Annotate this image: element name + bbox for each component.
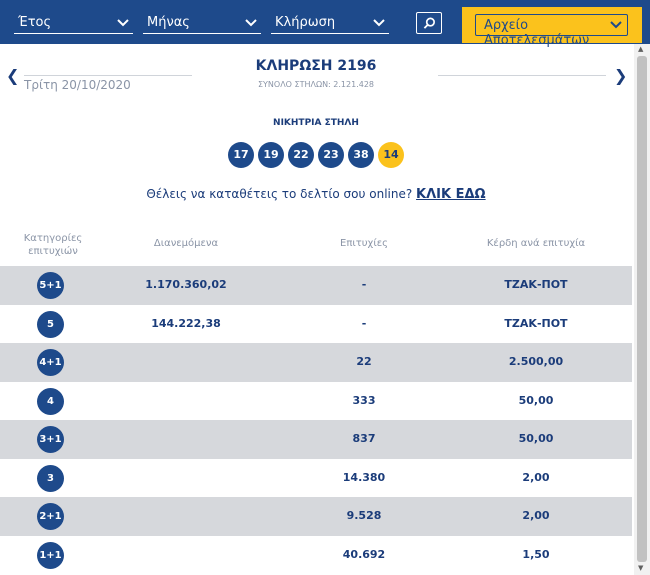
promo-text: Θέλεις να καταθέτεις το δελτίο σου onlin…	[0, 187, 632, 202]
scroll-down-arrow-icon[interactable]: ▼	[638, 564, 644, 572]
winning-number: 22	[288, 142, 314, 168]
prize-cell: ΤΖΑΚ-ΠΟΤ	[504, 316, 568, 330]
category-badge: 3+1	[37, 426, 64, 453]
winning-number: 23	[318, 142, 344, 168]
winning-number: 19	[258, 142, 284, 168]
winners-cell: -	[361, 316, 367, 330]
table-row: 3 14.380 2,00	[0, 458, 632, 497]
promo-link[interactable]: ΚΛΙΚ ΕΔΩ	[416, 187, 486, 202]
winners-cell: 333	[352, 393, 376, 407]
prize-cell: ΤΖΑΚ-ΠΟΤ	[504, 278, 568, 291]
archive-results-dropdown[interactable]: Αρχείο Αποτελεσμάτων	[462, 7, 642, 48]
chevron-right-icon[interactable]: ❯	[614, 66, 628, 85]
scrollbar-thumb[interactable]	[637, 56, 647, 562]
month-select-label: Μήνας	[147, 15, 190, 30]
total-columns: ΣΥΝΟΛΟ ΣΤΗΛΩΝ: 2.121.428	[257, 80, 374, 89]
winners-cell: 40.692	[342, 547, 386, 561]
table-row: 5+1 1.170.360,02 - ΤΖΑΚ-ΠΟΤ	[0, 266, 632, 305]
prize-cell: 2,00	[522, 509, 550, 522]
search-button[interactable]	[416, 12, 442, 34]
chevron-down-icon	[117, 19, 129, 27]
prize-cell: 2,00	[522, 470, 550, 484]
year-select[interactable]: Έτος	[14, 12, 133, 34]
winners-cell: 22	[356, 355, 372, 368]
winners-cell: -	[361, 278, 367, 291]
distributed-cell: 1.170.360,02	[145, 278, 227, 291]
table-row: 4+1 22 2.500,00	[0, 343, 632, 382]
winners-cell: 9.528	[346, 509, 382, 522]
archive-results-label: Αρχείο Αποτελεσμάτων	[484, 18, 590, 48]
table-row: 3+1 837 50,00	[0, 420, 632, 459]
category-badge: 4	[37, 387, 64, 415]
draw-title: ΚΛΗΡΩΣΗ 2196	[255, 58, 377, 74]
scroll-up-arrow-icon[interactable]: ▲	[638, 45, 644, 53]
winners-cell: 837	[352, 432, 376, 445]
table-row: 5 144.222,38 - ΤΖΑΚ-ΠΟΤ	[0, 304, 632, 343]
table-row: 4 333 50,00	[0, 381, 632, 420]
category-badge: 2+1	[37, 503, 64, 530]
header-winners: Επιτυχίες	[340, 238, 388, 249]
draw-date: Τρίτη 20/10/2020	[24, 78, 131, 92]
distributed-cell: 144.222,38	[151, 316, 221, 330]
bonus-number: 14	[378, 142, 404, 168]
table-row: 1+1 40.692 1,50	[0, 535, 632, 574]
prize-cell: 2.500,00	[508, 355, 564, 368]
search-icon	[423, 17, 435, 29]
winning-column-label: ΝΙΚΗΤΡΙΑ ΣΤΗΛΗ	[273, 118, 359, 128]
draw-select[interactable]: Κλήρωση	[271, 12, 389, 34]
results-table-header: Κατηγορίες επιτυχιών Διανεμόμενα Επιτυχί…	[0, 224, 632, 264]
results-table: 5+1 1.170.360,02 - ΤΖΑΚ-ΠΟΤ 5 144.222,38…	[0, 266, 632, 574]
winning-number: 38	[348, 142, 374, 168]
prize-cell: 1,50	[522, 547, 550, 561]
chevron-down-icon	[245, 19, 257, 27]
year-select-label: Έτος	[18, 15, 52, 30]
chevron-down-icon	[610, 21, 622, 29]
winning-number: 17	[228, 142, 254, 168]
month-select[interactable]: Μήνας	[143, 12, 261, 34]
prize-cell: 50,00	[518, 393, 554, 407]
archive-results-box: Αρχείο Αποτελεσμάτων	[475, 14, 628, 48]
header-category: Κατηγορίες επιτυχιών	[23, 233, 83, 257]
divider	[24, 75, 192, 76]
category-badge: 5+1	[37, 272, 64, 299]
category-badge: 3	[37, 464, 64, 492]
header-prize: Κέρδη ανά επιτυχία	[486, 238, 586, 249]
chevron-left-icon[interactable]: ❮	[6, 66, 20, 85]
category-badge: 1+1	[37, 541, 64, 569]
category-badge: 4+1	[37, 349, 64, 376]
chevron-down-icon	[373, 19, 385, 27]
header-distributed: Διανεμόμενα	[153, 238, 219, 249]
winning-numbers: 17 19 22 23 38 14	[0, 142, 632, 168]
winners-cell: 14.380	[342, 470, 386, 484]
prize-cell: 50,00	[518, 432, 554, 445]
filter-bar: Έτος Μήνας Κλήρωση Αρχείο Αποτελεσμάτων	[0, 0, 650, 48]
divider	[438, 75, 606, 76]
draw-select-label: Κλήρωση	[275, 15, 336, 30]
vertical-scrollbar[interactable]: ▲ ▼	[634, 44, 650, 575]
category-badge: 5	[37, 310, 64, 338]
draw-header: ❮ Τρίτη 20/10/2020 ΚΛΗΡΩΣΗ 2196 ΣΥΝΟΛΟ Σ…	[0, 44, 632, 104]
table-row: 2+1 9.528 2,00	[0, 497, 632, 536]
promo-message: Θέλεις να καταθέτεις το δελτίο σου onlin…	[146, 187, 417, 201]
